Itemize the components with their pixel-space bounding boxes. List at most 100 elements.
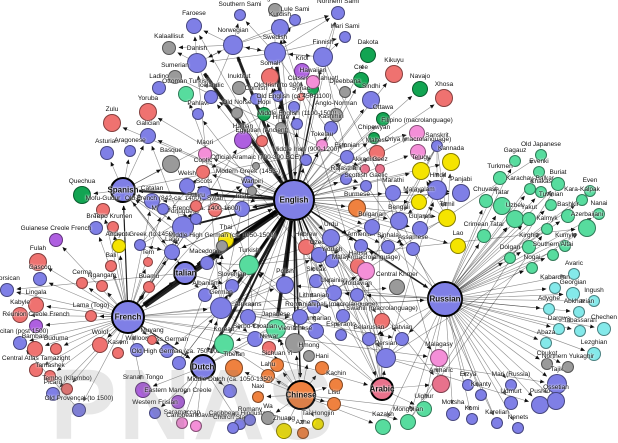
graph-node-hittite[interactable]	[275, 122, 287, 134]
graph-node-kabyle[interactable]	[12, 307, 28, 323]
graph-node-church-slavic[interactable]	[227, 422, 239, 434]
graph-node-ukrainian[interactable]	[326, 285, 342, 301]
graph-node-bengali[interactable]	[390, 212, 408, 230]
graph-node-kalaallisut[interactable]	[162, 41, 176, 55]
graph-node-fulah[interactable]	[29, 253, 47, 271]
graph-node-ottoman-turkish[interactable]	[178, 86, 194, 102]
graph-node-udmurt[interactable]	[504, 396, 518, 410]
graph-node-arabic[interactable]	[370, 377, 394, 401]
graph-node-polish[interactable]	[276, 276, 294, 294]
graph-node-nenets[interactable]	[512, 422, 524, 434]
graph-node-icelandic[interactable]	[204, 90, 218, 104]
graph-node-kabardian[interactable]	[549, 282, 561, 294]
graph-node-kashmiri[interactable]	[324, 121, 338, 135]
graph-node-portuguese[interactable]	[172, 216, 194, 238]
graph-node-hawaiian[interactable]	[306, 75, 320, 89]
graph-node-lisu[interactable]	[327, 397, 341, 411]
graph-node-anglo-norman[interactable]	[329, 108, 343, 122]
graph-node-middle-irish-900-1200[interactable]	[300, 154, 312, 166]
graph-node-khakas[interactable]	[535, 186, 547, 198]
graph-node-tuvinian[interactable]	[545, 199, 557, 211]
graph-node-tem[interactable]	[143, 257, 153, 267]
graph-node-fuliiru[interactable]	[190, 200, 202, 212]
graph-node-central-atlas-tamazight[interactable]	[29, 363, 43, 377]
graph-node-middle-dutch-ca-1050-1350[interactable]	[223, 384, 237, 398]
graph-node-yiddish[interactable]	[325, 254, 339, 268]
graph-node-mofu-gudur[interactable]	[96, 203, 110, 217]
graph-node-welsh[interactable]	[179, 178, 195, 194]
graph-node-tai-hongjin[interactable]	[312, 418, 324, 430]
graph-node-southern-sami[interactable]	[234, 9, 246, 21]
graph-node-norwegian[interactable]	[223, 35, 243, 55]
graph-node-malayalam[interactable]	[411, 194, 427, 210]
graph-node-old-high-german-ca-750-1050[interactable]	[172, 356, 186, 370]
graph-node-official-aramaic-700-300-bce[interactable]	[252, 162, 260, 170]
graph-node-quechua[interactable]	[73, 186, 91, 204]
graph-node-bashkir[interactable]	[561, 209, 575, 223]
graph-node-breton[interactable]	[89, 221, 103, 235]
graph-node-malay-macrolanguage[interactable]	[357, 262, 375, 280]
graph-node-wa[interactable]	[261, 411, 275, 425]
graph-node-sindhi[interactable]	[362, 91, 380, 109]
graph-node-lama-togo[interactable]	[85, 310, 97, 322]
graph-node-slovak[interactable]	[309, 274, 323, 288]
graph-node-warlpiri[interactable]	[247, 186, 257, 196]
graph-node-faroese[interactable]	[186, 18, 202, 34]
graph-node-cree[interactable]	[353, 72, 369, 88]
graph-node-swahili-macrolanguage[interactable]	[374, 313, 390, 329]
graph-node-lahu[interactable]	[261, 369, 275, 383]
graph-node-khanty[interactable]	[475, 389, 487, 401]
graph-node-karelian[interactable]	[491, 417, 503, 429]
graph-node-guianese-creole-french[interactable]	[49, 233, 63, 247]
graph-node-sumerian[interactable]	[168, 70, 182, 84]
graph-node-armenian[interactable]	[354, 239, 368, 253]
graph-node-kurdish[interactable]	[271, 19, 289, 37]
graph-node-muyang[interactable]	[147, 335, 157, 345]
graph-node-ingush[interactable]	[588, 295, 600, 307]
graph-node-macedonian[interactable]	[200, 256, 214, 270]
graph-node-urdu[interactable]	[322, 229, 340, 247]
graph-node-azerbaijani[interactable]	[578, 219, 596, 237]
graph-node-chinese[interactable]	[286, 380, 316, 410]
graph-node-crimean-tatar[interactable]	[477, 229, 491, 243]
graph-node-evenki[interactable]	[533, 166, 545, 178]
graph-node-burmese[interactable]	[348, 199, 366, 217]
graph-node-gagauz[interactable]	[509, 155, 521, 167]
graph-node-dakota[interactable]	[360, 47, 376, 63]
graph-node-tatar[interactable]	[493, 197, 511, 215]
graph-node-hebrew[interactable]	[298, 239, 314, 255]
graph-node-malagasy[interactable]	[430, 349, 448, 367]
graph-node-tamashek[interactable]	[44, 370, 56, 382]
graph-node-galician[interactable]	[140, 128, 156, 144]
graph-node-bambara[interactable]	[27, 341, 43, 357]
graph-node-kalmyk[interactable]	[541, 223, 553, 235]
graph-node-tokelau[interactable]	[316, 139, 328, 151]
graph-node-azhe[interactable]	[297, 427, 309, 439]
graph-node-chipewyan[interactable]	[368, 132, 380, 144]
graph-node-erzya[interactable]	[462, 379, 474, 391]
graph-node-western-frisian[interactable]	[149, 407, 161, 419]
graph-node-kazakh[interactable]	[375, 419, 391, 435]
graph-node-turkish[interactable]	[239, 255, 259, 275]
graph-node-caribbean-javanese[interactable]	[190, 420, 202, 432]
graph-node-hmong[interactable]	[303, 350, 315, 362]
graph-node-lithuanian[interactable]	[307, 300, 321, 314]
graph-node-xhosa[interactable]	[435, 89, 453, 107]
graph-node-uighur[interactable]	[416, 401, 432, 417]
graph-node-esperanto[interactable]	[335, 329, 347, 341]
graph-node-latin[interactable]	[164, 244, 180, 260]
graph-node-sranan-tongo[interactable]	[135, 382, 151, 398]
graph-node-middle-english-1100-1500[interactable]	[291, 118, 303, 130]
graph-node-maltese[interactable]	[369, 145, 385, 161]
graph-node-albanian[interactable]	[198, 288, 212, 302]
graph-node-hindi[interactable]	[427, 180, 447, 200]
graph-node-old-norse[interactable]	[231, 107, 243, 119]
graph-node-hungarian[interactable]	[308, 323, 324, 339]
graph-node-old-proven-al-to-1500[interactable]	[72, 403, 86, 417]
graph-node-danish[interactable]	[187, 53, 207, 73]
graph-node-swiss-german[interactable]	[160, 344, 174, 358]
graph-node-afrikaans[interactable]	[240, 309, 256, 325]
graph-node-amharic[interactable]	[432, 375, 450, 393]
graph-node-tembo-kitembo[interactable]	[61, 383, 73, 395]
graph-node-serbo-croatian[interactable]	[247, 331, 263, 347]
